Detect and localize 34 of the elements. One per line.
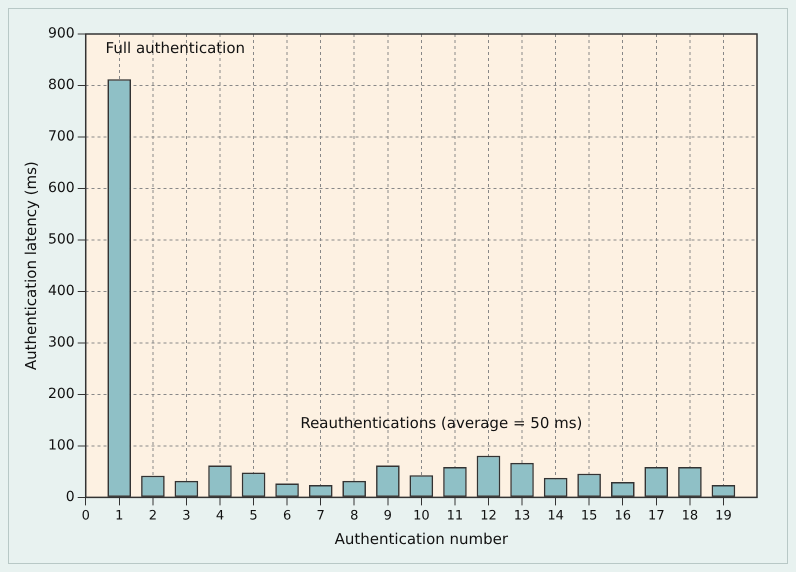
y-tick-label: 700 — [48, 128, 75, 145]
x-tick-label: 9 — [384, 508, 392, 524]
x-tick-label: 6 — [282, 508, 292, 524]
y-tick-label: 500 — [48, 232, 75, 248]
y-tick-label: 100 — [48, 438, 75, 454]
annotation: Reauthentications (average = 50 ms) — [300, 414, 582, 432]
y-tick-label: 300 — [48, 334, 75, 351]
x-tick-label: 19 — [715, 508, 732, 524]
x-tick-label: 15 — [580, 508, 598, 524]
x-tick-label: 0 — [82, 508, 90, 524]
x-tick-label: 1 — [115, 508, 124, 524]
x-tick-label: 12 — [480, 508, 497, 524]
x-axis-title: Authentication number — [334, 530, 509, 548]
y-tick-label: 200 — [48, 386, 75, 402]
x-tick-label: 5 — [249, 508, 258, 524]
x-tick-label: 2 — [148, 508, 157, 524]
x-tick-label: 14 — [547, 508, 564, 524]
y-tick-label: 800 — [48, 77, 75, 94]
x-tick-label: 13 — [514, 508, 530, 524]
x-tick-label: 3 — [182, 508, 191, 524]
x-tick-label: 17 — [648, 508, 665, 524]
x-tick-label: 11 — [446, 508, 464, 524]
x-tick-label: 8 — [350, 508, 358, 524]
y-tick-label: 400 — [48, 283, 75, 300]
y-axis-title: Authentication latency (ms) — [22, 161, 40, 370]
y-tick-label: 600 — [48, 180, 75, 196]
x-tick-label: 7 — [316, 508, 325, 524]
y-tick-label: 0 — [66, 489, 75, 506]
annotation: Full authentication — [106, 39, 246, 58]
x-tick-label: 4 — [216, 508, 224, 524]
x-tick-label: 16 — [614, 508, 632, 524]
x-tick-label: 18 — [682, 508, 698, 524]
x-tick-label: 10 — [413, 508, 430, 524]
y-tick-label: 900 — [48, 26, 75, 42]
